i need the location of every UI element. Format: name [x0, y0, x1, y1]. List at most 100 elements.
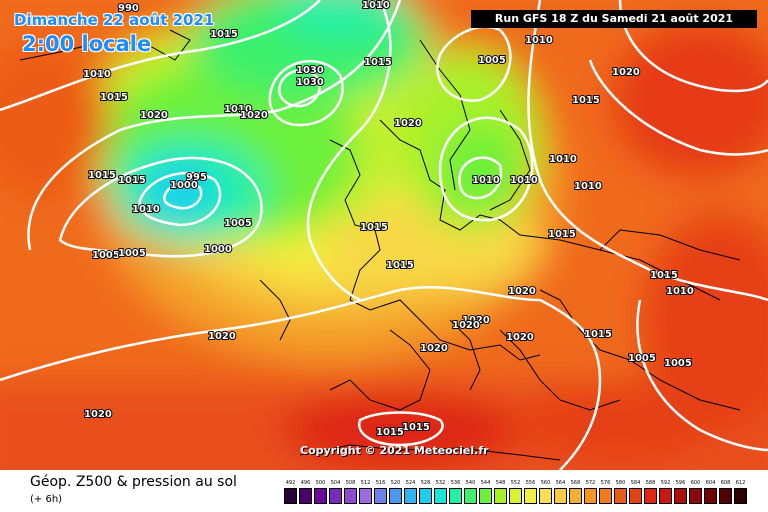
isobar-label: 1030 [296, 65, 324, 76]
isobar-label: 1000 [204, 244, 232, 255]
isobar-label: 1010 [574, 181, 602, 192]
isobar-label: 1015 [364, 57, 392, 68]
legend-swatch [314, 488, 327, 504]
isobar-label: 995 [186, 172, 207, 183]
legend-swatch [719, 488, 732, 504]
legend-swatch [464, 488, 477, 504]
map-area: 990 1010 1015 1010 1015 1020 1030 1030 1… [0, 0, 768, 470]
footer-bar: Géop. Z500 & pression au sol (+ 6h) 492 4… [0, 470, 768, 512]
legend-value-label: 580 [615, 480, 626, 486]
legend-swatch [674, 488, 687, 504]
legend-swatch [359, 488, 372, 504]
isobar-label: 1015 [360, 222, 388, 233]
isobar-label: 1010 [510, 175, 538, 186]
isobar-label: 1010 [132, 204, 160, 215]
legend-value-label: 524 [405, 480, 416, 486]
legend-value-label: 544 [480, 480, 491, 486]
legend-swatch [389, 488, 402, 504]
legend-swatch [509, 488, 522, 504]
legend-value-label: 552 [510, 480, 521, 486]
isobar-label: 1005 [628, 353, 656, 364]
copyright-text: Copyright © 2021 Meteociel.fr [300, 444, 489, 457]
legend-value-label: 528 [420, 480, 431, 486]
isobar-label: 1015 [210, 29, 238, 40]
run-info-banner: Run GFS 18 Z du Samedi 21 août 2021 [471, 10, 757, 28]
isobar-label: 1015 [386, 260, 414, 271]
isobar-label: 1015 [650, 270, 678, 281]
legend-value-label: 576 [600, 480, 611, 486]
legend-value-label: 596 [675, 480, 686, 486]
legend-value-label: 572 [585, 480, 596, 486]
color-scale-legend: 492 496 500 504 508 512 516 520 524 528 532 536 540 5… [284, 480, 752, 508]
isobar-label: 1005 [478, 55, 506, 66]
legend-swatch [539, 488, 552, 504]
isobar-label: 1020 [240, 110, 268, 121]
legend-swatch [704, 488, 717, 504]
isobar-label: 1010 [472, 175, 500, 186]
isobar-label: 1010 [83, 69, 111, 80]
legend-swatch [344, 488, 357, 504]
isobar-label: 1015 [572, 95, 600, 106]
legend-value-label: 504 [330, 480, 341, 486]
legend-swatch [434, 488, 447, 504]
legend-value-label: 600 [690, 480, 701, 486]
isobar-label: 1010 [525, 35, 553, 46]
legend-swatch [614, 488, 627, 504]
legend-swatch [734, 488, 747, 504]
legend-value-label: 492 [285, 480, 296, 486]
legend-value-label: 584 [630, 480, 641, 486]
legend-value-label: 560 [540, 480, 551, 486]
legend-swatch [524, 488, 537, 504]
isobar-label: 1020 [140, 110, 168, 121]
isobar-label: 990 [118, 3, 139, 14]
legend-value-label: 592 [660, 480, 671, 486]
legend-swatch [329, 488, 342, 504]
legend-swatch [659, 488, 672, 504]
legend-swatch [689, 488, 702, 504]
isobar-label: 1015 [100, 92, 128, 103]
isobar-label: 1015 [548, 229, 576, 240]
isobar-label: 1015 [402, 422, 430, 433]
legend-value-label: 564 [555, 480, 566, 486]
legend-swatch [494, 488, 507, 504]
forecast-date: Dimanche 22 août 2021 [14, 11, 215, 29]
isobar-label: 1015 [584, 329, 612, 340]
legend-value-label: 608 [720, 480, 731, 486]
legend-value-label: 548 [495, 480, 506, 486]
legend-value-label: 588 [645, 480, 656, 486]
legend-swatch [584, 488, 597, 504]
geopotential-map: 990 1010 1015 1010 1015 1020 1030 1030 1… [0, 0, 768, 470]
legend-swatch [629, 488, 642, 504]
legend-swatch [449, 488, 462, 504]
legend-value-label: 556 [525, 480, 536, 486]
isobar-label: 1020 [420, 343, 448, 354]
isobar-labels: 990 1010 1015 1010 1015 1020 1030 1030 1… [82, 0, 695, 439]
legend-value-label: 612 [735, 480, 746, 486]
legend-value-label: 536 [450, 480, 461, 486]
coastlines [19, 29, 741, 461]
legend-swatch [479, 488, 492, 504]
legend-value-label: 540 [465, 480, 476, 486]
isobar-label: 1030 [296, 77, 324, 88]
geopotential-field [0, 0, 768, 470]
isobar-label: 1020 [84, 409, 112, 420]
legend-value-label: 512 [360, 480, 371, 486]
isobar-label: 1020 [394, 118, 422, 129]
legend-value-label: 568 [570, 480, 581, 486]
legend-swatch [599, 488, 612, 504]
isobar-label: 1010 [666, 286, 694, 297]
legend-value-label: 496 [300, 480, 311, 486]
isobar-label: 1005 [118, 248, 146, 259]
isobar-label: 1005 [92, 250, 120, 261]
forecast-local-time: 2:00 locale [22, 32, 152, 56]
isobar-label: 1010 [549, 154, 577, 165]
isobar-label: 1020 [508, 286, 536, 297]
isobar-label: 1015 [376, 427, 404, 438]
isobar-label: 1015 [118, 175, 146, 186]
isobar-label: 1020 [452, 320, 480, 331]
legend-swatch [419, 488, 432, 504]
isobar-label: 1015 [88, 170, 116, 181]
isobar-label: 1010 [224, 104, 252, 115]
legend-value-label: 508 [345, 480, 356, 486]
